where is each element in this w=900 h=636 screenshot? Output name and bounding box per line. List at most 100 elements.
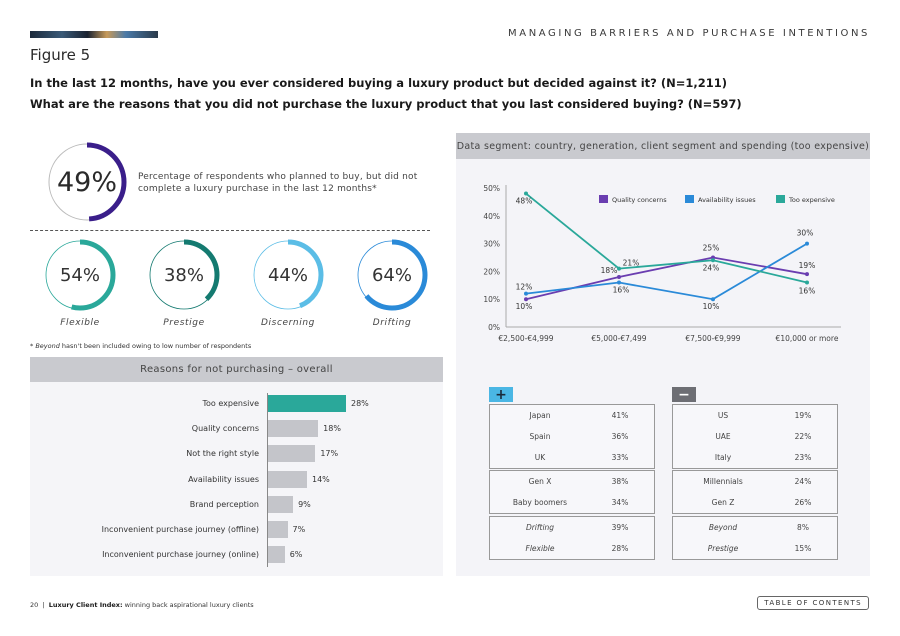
y-tick-label: 10% bbox=[483, 295, 500, 304]
section-title: MANAGING BARRIERS AND PURCHASE INTENTION… bbox=[508, 28, 870, 39]
bar-chart-title: Reasons for not purchasing – overall bbox=[30, 357, 443, 382]
y-tick-label: 40% bbox=[483, 212, 500, 221]
row-value: 23% bbox=[794, 453, 812, 462]
legend-swatch bbox=[776, 195, 785, 203]
bar bbox=[268, 521, 288, 538]
bar-category-label: Availability issues bbox=[188, 474, 259, 484]
row-value: 19% bbox=[794, 411, 812, 420]
bar bbox=[268, 420, 319, 438]
data-label: 21% bbox=[623, 259, 640, 268]
table-row: Spain 36% bbox=[490, 426, 654, 447]
data-point bbox=[524, 291, 528, 296]
row-value: 33% bbox=[611, 453, 629, 462]
bar-value-label: 18% bbox=[323, 424, 341, 434]
bar-value-label: 7% bbox=[292, 525, 306, 534]
bar-value-label: 6% bbox=[289, 550, 303, 560]
row-value: 15% bbox=[794, 544, 812, 553]
bar-value-label: 14% bbox=[312, 474, 330, 484]
minus-table-group: Beyond 8% Prestige 15% bbox=[672, 516, 838, 560]
segment-percent: 54% bbox=[59, 264, 100, 286]
data-label: 10% bbox=[516, 302, 533, 311]
bar bbox=[268, 495, 294, 513]
row-label: Prestige bbox=[707, 544, 739, 553]
bar-category-label: Inconvenient purchase journey (offline) bbox=[101, 525, 259, 534]
table-row: Prestige 15% bbox=[673, 538, 837, 559]
question-2: What are the reasons that you did not pu… bbox=[30, 97, 742, 111]
segment-percent: 44% bbox=[267, 264, 308, 286]
table-row: Flexible 28% bbox=[490, 538, 654, 559]
bar-category-label: Not the right style bbox=[186, 449, 259, 459]
table-row: UAE 22% bbox=[673, 426, 837, 447]
bar-category-label: Too expensive bbox=[202, 399, 260, 408]
data-point bbox=[805, 280, 809, 285]
legend-swatch bbox=[599, 195, 608, 203]
plus-icon: + bbox=[489, 387, 513, 402]
headline-percent: 49% bbox=[56, 166, 117, 198]
header-image-strip bbox=[30, 31, 158, 38]
data-point bbox=[805, 272, 809, 277]
bar bbox=[268, 445, 316, 463]
row-label: Beyond bbox=[708, 523, 738, 532]
data-point bbox=[711, 297, 715, 302]
headline-donut bbox=[47, 142, 127, 222]
row-value: 8% bbox=[797, 523, 809, 532]
segment-donut-drifting bbox=[356, 239, 428, 311]
bar-value-label: 28% bbox=[351, 399, 369, 408]
row-label: Baby boomers bbox=[512, 498, 568, 507]
segment-label: Flexible bbox=[60, 318, 100, 328]
data-label: 18% bbox=[601, 266, 618, 275]
data-point bbox=[617, 280, 621, 285]
row-value: 34% bbox=[611, 498, 629, 507]
segment-label: Prestige bbox=[163, 318, 205, 328]
legend-swatch bbox=[685, 195, 694, 203]
row-value: 36% bbox=[611, 432, 629, 441]
bar-value-label: 17% bbox=[320, 449, 339, 459]
line-chart: 0% 10% 20% 30% 40% 50% €2,500-€4,999 €5,000-€7,… bbox=[483, 184, 841, 343]
x-tick-label: €5,000-€7,499 bbox=[591, 334, 646, 343]
y-tick-label: 50% bbox=[483, 184, 500, 193]
table-row: UK 33% bbox=[490, 447, 654, 468]
data-label: 25% bbox=[703, 244, 720, 253]
row-label: Italy bbox=[714, 453, 732, 462]
data-point bbox=[524, 297, 528, 302]
legend-label: Too expensive bbox=[788, 196, 835, 204]
figure-label: Figure 5 bbox=[30, 46, 91, 64]
bar bbox=[268, 546, 285, 564]
data-label: 10% bbox=[703, 302, 720, 311]
legend-label: Availability issues bbox=[698, 196, 756, 204]
segment-donut-arc bbox=[44, 239, 116, 311]
row-label: Flexible bbox=[525, 544, 555, 553]
segment-percent: 38% bbox=[163, 264, 204, 286]
footer: 20 | Luxury Client Index: winning back a… bbox=[30, 601, 254, 609]
series-line-too-expensive bbox=[525, 192, 808, 284]
bar-value-label: 9% bbox=[298, 499, 311, 509]
row-value: 26% bbox=[794, 498, 812, 507]
segment-donut-discerning bbox=[252, 239, 324, 311]
table-row: Gen X 38% bbox=[490, 471, 654, 492]
data-label: 19% bbox=[799, 261, 816, 270]
data-label: 24% bbox=[703, 263, 720, 272]
bar-category-label: Inconvenient purchase journey (online) bbox=[102, 550, 259, 560]
y-tick-label: 20% bbox=[483, 267, 500, 276]
minus-table-group: Millennials 24% Gen Z 26% bbox=[672, 470, 838, 514]
headline-description: Percentage of respondents who planned to… bbox=[138, 172, 418, 194]
segment-percent: 64% bbox=[371, 264, 412, 286]
publication-name: Luxury Client Index: bbox=[48, 601, 123, 609]
row-label: Spain bbox=[529, 432, 551, 441]
data-label: 12% bbox=[516, 283, 533, 292]
plus-table-group: Drifting 39% Flexible 28% bbox=[489, 516, 655, 560]
row-value: 24% bbox=[794, 477, 812, 486]
legend-label: Quality concerns bbox=[612, 196, 667, 204]
data-label: 16% bbox=[799, 287, 816, 296]
plus-table-group: Japan 41% Spain 36% UK 33% bbox=[489, 404, 655, 469]
segment-panel: Data segment: country, generation, clien… bbox=[456, 133, 870, 576]
table-of-contents-button[interactable]: TABLE OF CONTENTS bbox=[757, 596, 869, 610]
table-row: Beyond 8% bbox=[673, 517, 837, 538]
row-value: 39% bbox=[611, 523, 629, 532]
row-label: Gen Z bbox=[711, 498, 735, 507]
minus-table-group: US 19% UAE 22% Italy 23% bbox=[672, 404, 838, 469]
row-label: Millennials bbox=[703, 477, 743, 486]
series-line-availability-issues bbox=[525, 242, 808, 301]
headline-donut-arc bbox=[47, 142, 127, 222]
table-row: Japan 41% bbox=[490, 405, 654, 426]
